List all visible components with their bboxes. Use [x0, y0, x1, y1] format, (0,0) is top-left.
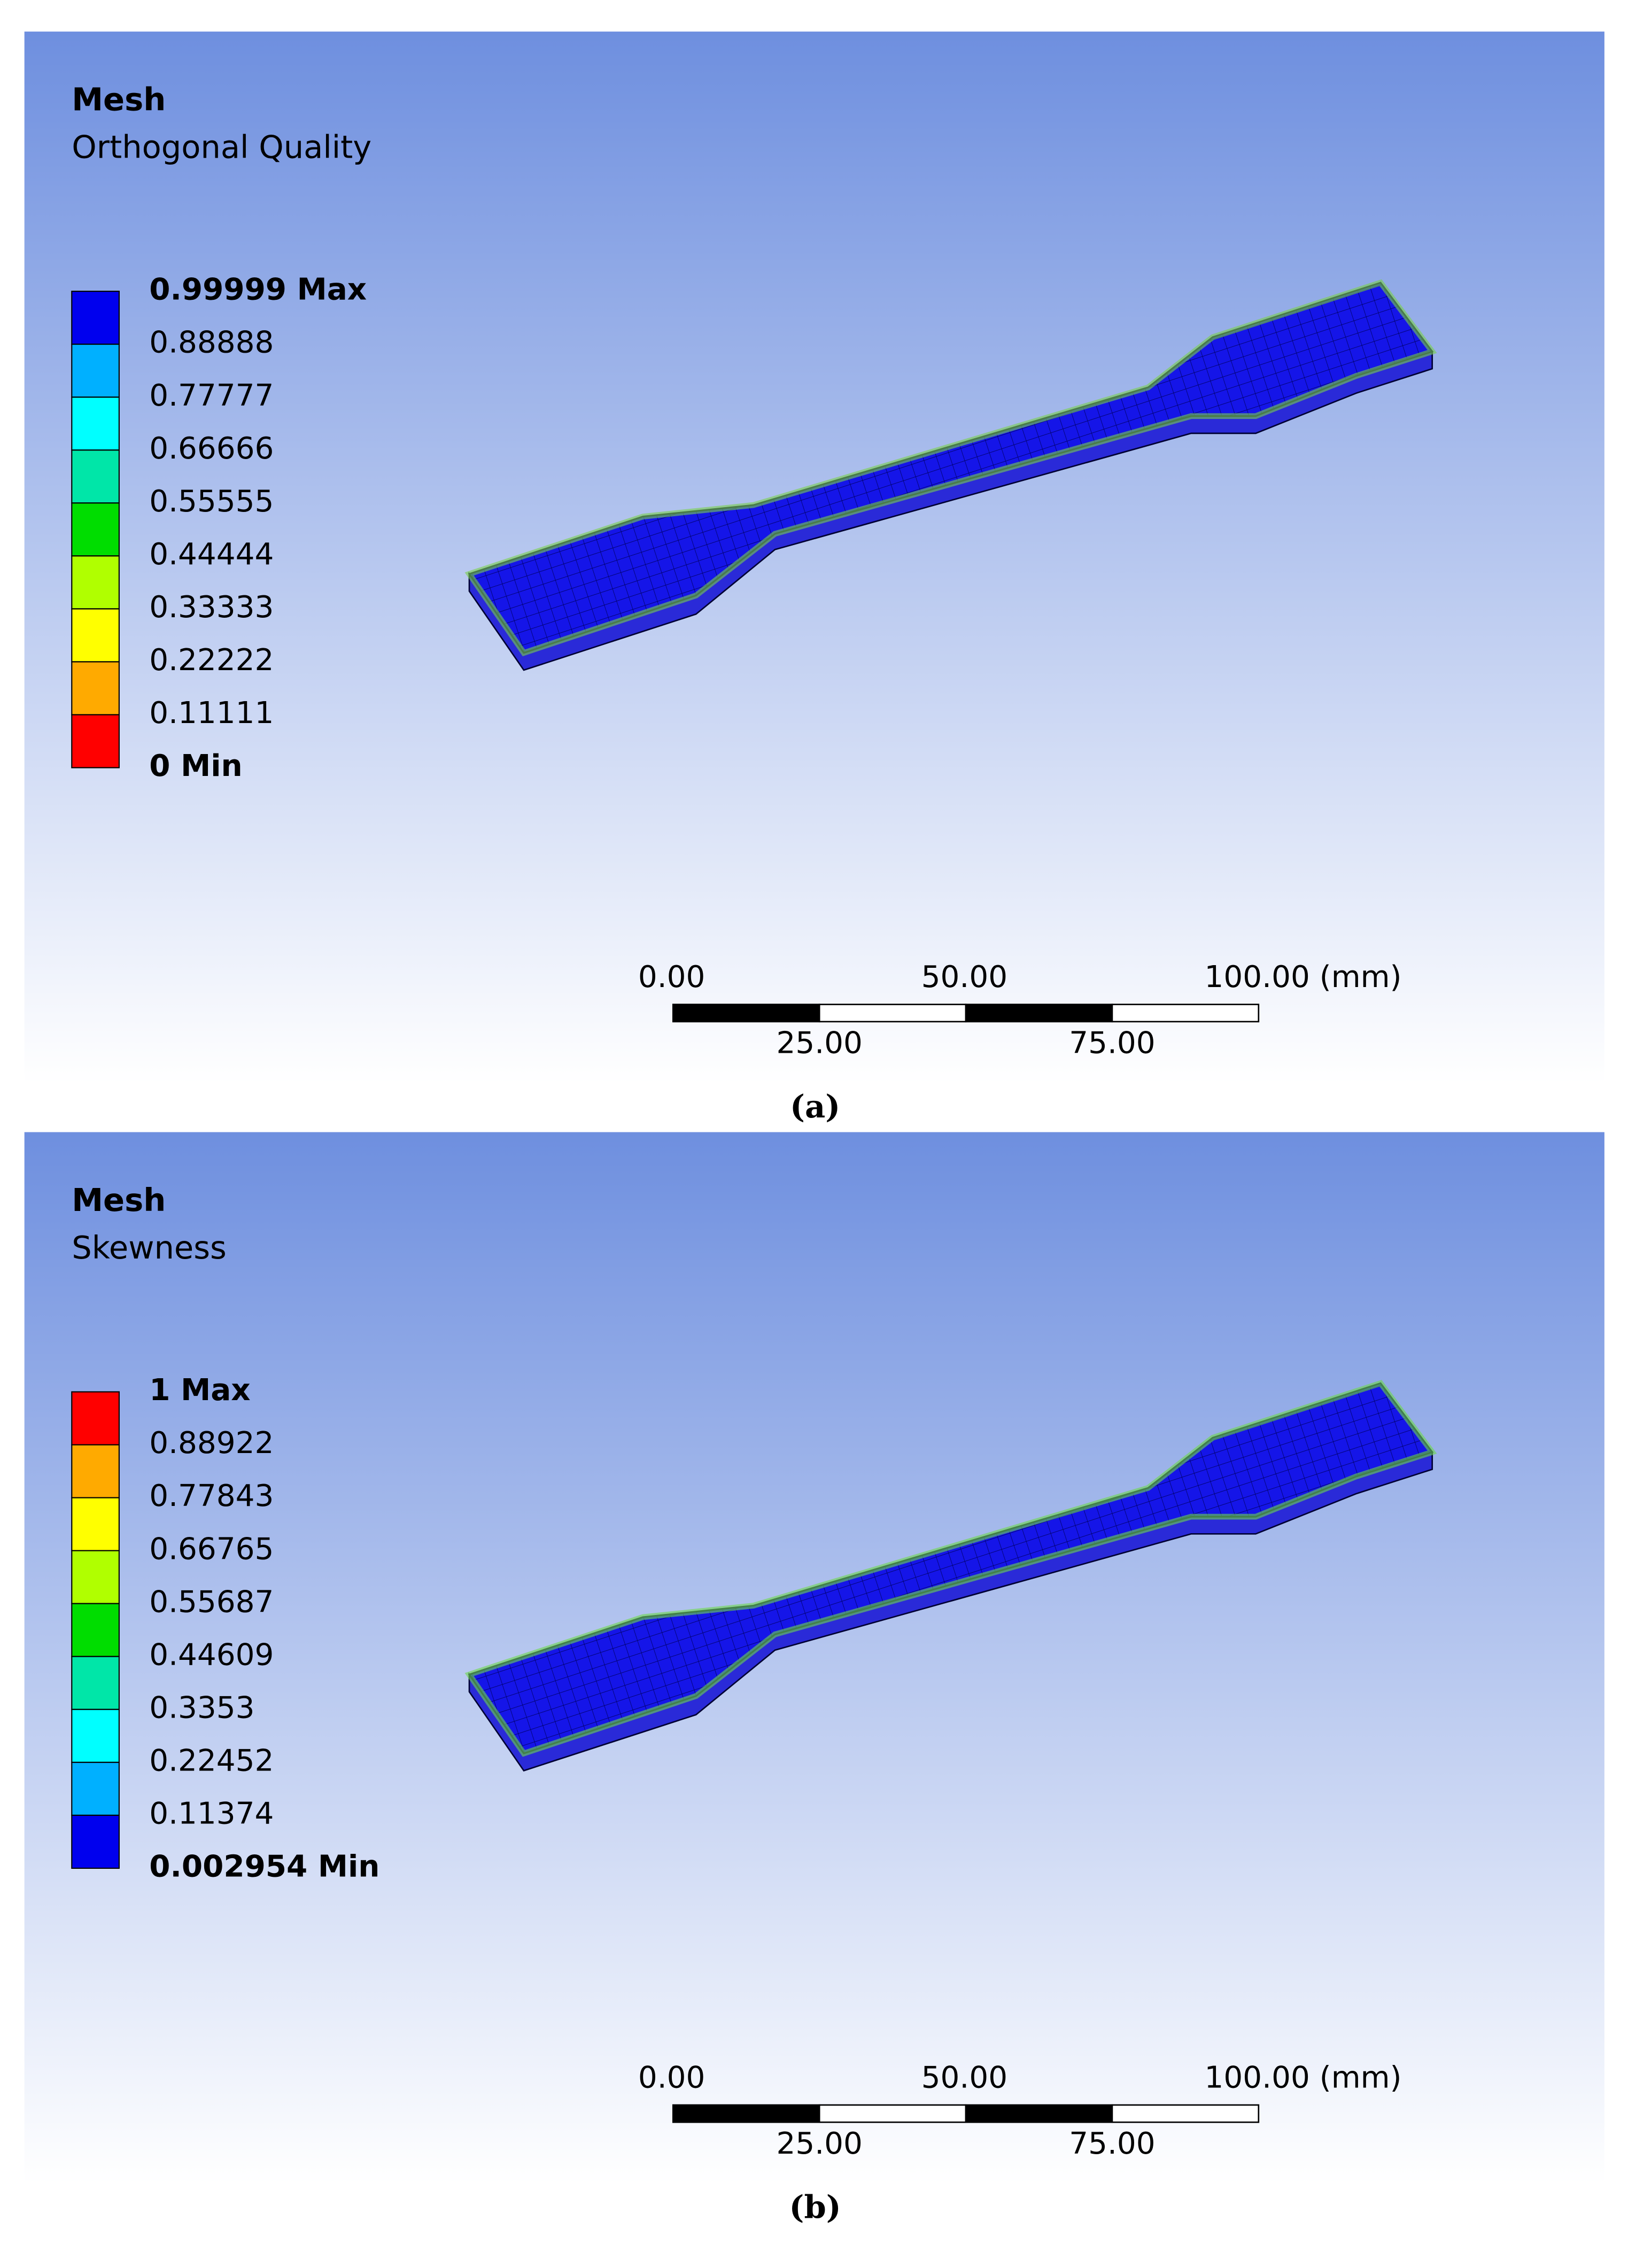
viewport-background — [24, 1132, 1604, 2184]
legend-swatch — [71, 290, 120, 345]
caption: (b) — [789, 2188, 841, 2225]
legend-label: 0.11374 — [149, 1797, 274, 1831]
scale-label: 50.00 — [921, 2060, 1007, 2095]
legend-swatch — [71, 449, 120, 504]
legend-swatch — [71, 1656, 120, 1710]
scale-segment — [965, 1004, 1113, 1023]
scale-segment — [1111, 2104, 1260, 2123]
panel: Mesh Skewness 1 Max 0.88922 0.77843 0.66765 0.… — [24, 1132, 1604, 2225]
legend-swatch — [71, 714, 120, 768]
legend-label: 0.22222 — [149, 643, 274, 678]
scale-segment — [965, 2104, 1113, 2123]
legend-label: 0.11111 — [149, 696, 274, 731]
panel: Mesh Orthogonal Quality 0.99999 Max 0.88888… — [24, 32, 1604, 1125]
legend-swatch — [71, 1708, 120, 1763]
scale-label: 25.00 — [776, 1026, 862, 1060]
scale-label: 100.00 (mm) — [1205, 2060, 1402, 2095]
legend-swatch — [71, 1444, 120, 1498]
scale-segment — [818, 1004, 967, 1023]
specimen-rim — [464, 279, 1437, 657]
legend-swatch — [71, 397, 120, 451]
legend-swatch — [71, 502, 120, 557]
legend-label: 0.77843 — [149, 1479, 274, 1513]
legend-swatch — [71, 661, 120, 716]
legend-swatch — [71, 1814, 120, 1869]
legend-swatch — [71, 1761, 120, 1816]
legend-swatch — [71, 1603, 120, 1657]
legend-swatch — [71, 608, 120, 663]
title: Mesh — [72, 81, 166, 118]
legend-label: 0.44609 — [149, 1637, 274, 1672]
legend-label: 0.55555 — [149, 484, 274, 519]
legend-label: 0.33333 — [149, 590, 274, 625]
legend-swatch — [71, 1550, 120, 1604]
scale-segment — [672, 1004, 820, 1023]
legend-label: 0 Min — [149, 749, 242, 783]
legend-label: 0.99999 Max — [149, 273, 367, 307]
legend-label: 0.55687 — [149, 1585, 274, 1619]
legend-swatch — [71, 1391, 120, 1446]
scale-label: 100.00 (mm) — [1205, 960, 1402, 995]
subtitle: Skewness — [72, 1229, 227, 1266]
scale-segment — [672, 2104, 820, 2123]
specimen-rim — [464, 1380, 1437, 1757]
scale-label: 0.00 — [638, 2060, 705, 2095]
legend-label: 0.88888 — [149, 325, 274, 360]
legend-label: 0.77777 — [149, 378, 274, 413]
scale-label: 25.00 — [776, 2126, 862, 2161]
scale-label: 75.00 — [1069, 2126, 1155, 2161]
specimen — [464, 279, 1437, 671]
legend-swatch — [71, 555, 120, 610]
legend-label: 0.22452 — [149, 1743, 274, 1778]
legend-swatch — [71, 344, 120, 398]
legend-label: 0.66765 — [149, 1532, 274, 1566]
scale-label: 0.00 — [638, 960, 705, 995]
legend-label: 0.66666 — [149, 431, 274, 466]
legend-swatch — [71, 1497, 120, 1551]
legend-label: 0.002954 Min — [149, 1850, 379, 1884]
scale-segment — [818, 2104, 967, 2123]
specimen — [464, 1380, 1437, 1772]
scale-label: 50.00 — [921, 960, 1007, 995]
legend-label: 0.3353 — [149, 1690, 254, 1725]
scale-segment — [1111, 1004, 1260, 1023]
title: Mesh — [72, 1182, 166, 1218]
caption: (a) — [790, 1088, 840, 1125]
legend-label: 0.44444 — [149, 537, 274, 572]
scale-label: 75.00 — [1069, 1026, 1155, 1060]
viewport-background — [24, 32, 1604, 1084]
legend-label: 1 Max — [149, 1373, 250, 1408]
legend-label: 0.88922 — [149, 1426, 274, 1461]
subtitle: Orthogonal Quality — [72, 128, 371, 165]
